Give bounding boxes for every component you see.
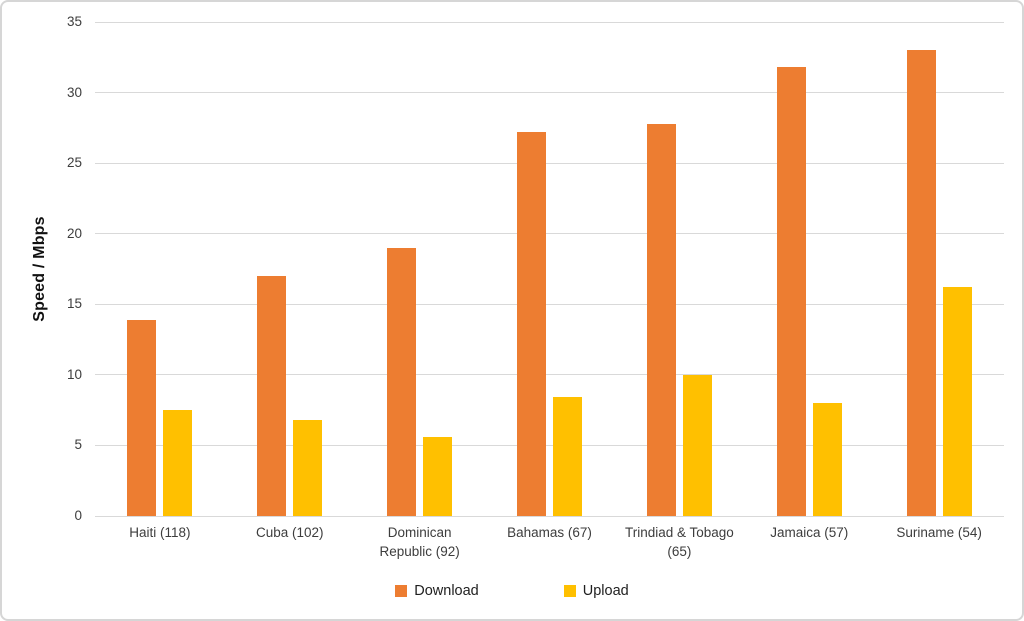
legend-item-upload: Upload xyxy=(563,583,629,599)
bar-upload xyxy=(423,436,453,516)
bar-upload xyxy=(553,397,582,516)
bar-upload xyxy=(812,403,842,516)
y-axis: 0 5 10 15 20 25 30 35 xyxy=(2,14,82,523)
gridline-15 xyxy=(95,303,1004,305)
gridline-10 xyxy=(95,374,1004,376)
bar-group xyxy=(225,22,355,516)
y-axis-tick-label: 35 xyxy=(66,14,82,29)
bar-download xyxy=(906,50,936,516)
bar-group xyxy=(614,22,744,516)
bar-upload xyxy=(682,374,712,516)
legend-swatch-download xyxy=(395,585,408,597)
bar-group xyxy=(874,22,1004,516)
bar-download xyxy=(646,123,676,516)
x-axis-label: Haiti (118) xyxy=(129,525,191,540)
y-axis-tick-label: 25 xyxy=(66,155,82,171)
legend-label: Upload xyxy=(582,583,629,599)
x-axis-label: Trindiad & Tobago (65) xyxy=(624,525,734,559)
y-axis-tick-label: 30 xyxy=(66,84,82,100)
legend-swatch-upload xyxy=(563,585,576,597)
bar-download xyxy=(257,276,287,516)
legend-item-download: Download xyxy=(395,583,479,599)
bar-upload xyxy=(942,287,972,516)
x-axis-label: Cuba (102) xyxy=(256,525,324,540)
legend-label: Download xyxy=(414,583,479,599)
legend: Download Upload xyxy=(2,583,1022,599)
gridline-0 xyxy=(95,515,1004,517)
y-axis-tick-label: 15 xyxy=(66,296,82,312)
y-axis-tick-label: 5 xyxy=(74,437,82,453)
bar-download xyxy=(776,67,806,516)
gridline-30 xyxy=(95,92,1004,94)
bar-download xyxy=(517,132,546,516)
bar-group xyxy=(744,22,874,516)
gridline-35 xyxy=(95,21,1004,23)
bar-upload xyxy=(293,420,323,516)
x-axis-label: Suriname (54) xyxy=(896,525,982,540)
y-axis-tick-label: 0 xyxy=(74,508,82,523)
x-axis-label: Bahamas (67) xyxy=(507,525,592,540)
gridline-25 xyxy=(95,162,1004,164)
x-axis-label: Dominican Republic (92) xyxy=(379,525,460,559)
x-axis: Haiti (118) Cuba (102) Dominican Republic … xyxy=(95,523,1004,561)
y-axis-tick-label: 20 xyxy=(66,225,82,241)
bar-download xyxy=(127,319,157,516)
bar-download xyxy=(387,247,417,516)
y-axis-tick-label: 10 xyxy=(66,366,82,382)
bar-group xyxy=(485,22,615,516)
gridline-5 xyxy=(95,444,1004,446)
bars-row xyxy=(95,22,1004,516)
bar-group xyxy=(355,22,485,516)
bar-group xyxy=(95,22,225,516)
plot-area xyxy=(95,21,1004,517)
gridline-20 xyxy=(95,233,1004,235)
bar-upload xyxy=(163,410,193,516)
x-axis-label: Jamaica (57) xyxy=(770,525,849,540)
